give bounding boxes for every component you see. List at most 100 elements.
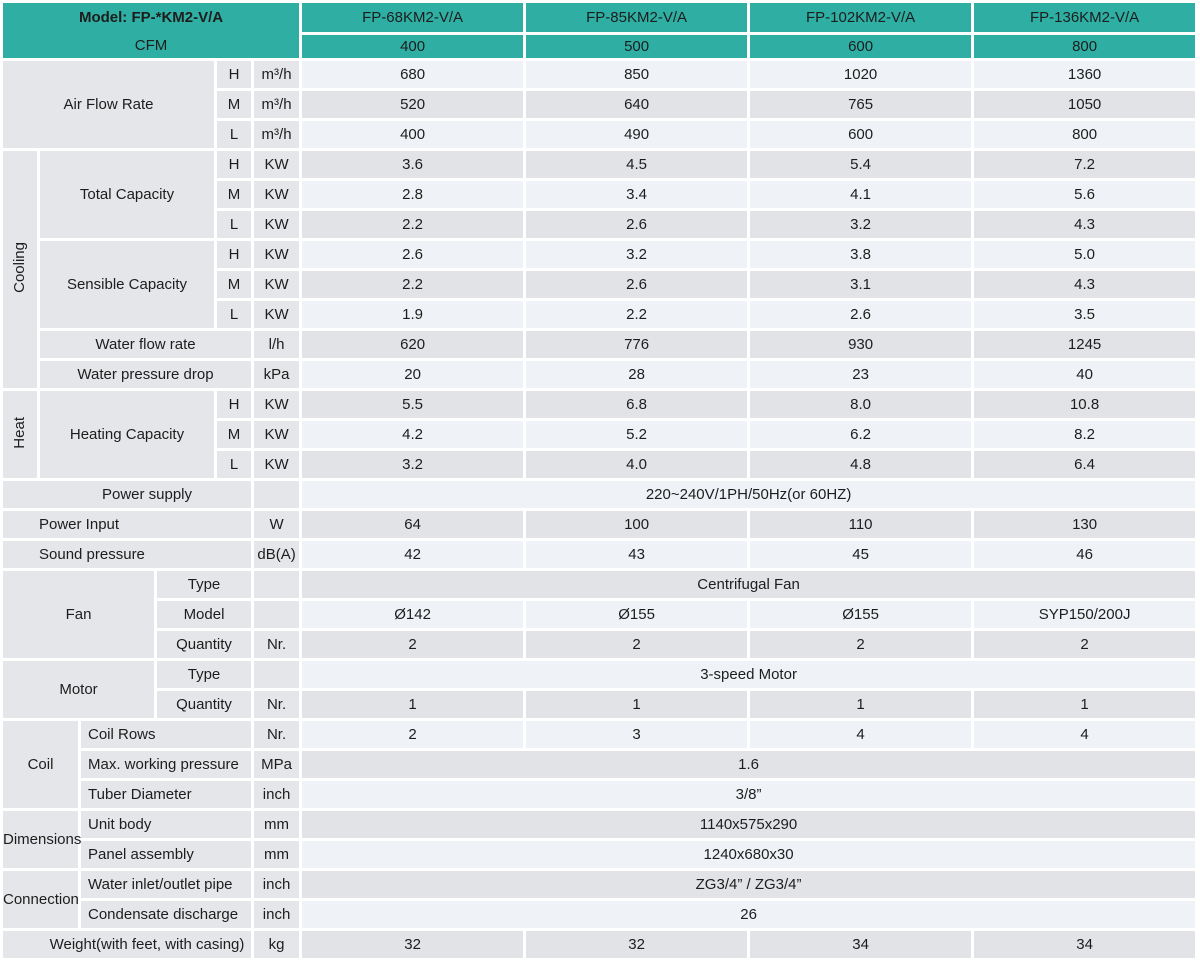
speed-cell: L <box>217 301 251 328</box>
value-cell: ZG3/4” / ZG3/4” <box>302 871 1196 898</box>
value-cell: 2.8 <box>302 181 524 208</box>
group-heat: Heat <box>3 391 37 478</box>
value-cell: 8.2 <box>974 421 1196 448</box>
value-cell: 32 <box>526 931 748 958</box>
speed-cell: L <box>217 121 251 148</box>
cfm-value-cell: 500 <box>526 35 748 58</box>
unit-cell: KW <box>254 301 300 328</box>
value-cell: 520 <box>302 91 524 118</box>
value-cell: 5.0 <box>974 241 1196 268</box>
speed-cell: L <box>217 211 251 238</box>
row-tuber-diameter: Tuber Diameter inch 3/8” <box>3 781 1196 808</box>
unit-cell <box>254 601 300 628</box>
value-cell: 64 <box>302 511 524 538</box>
label-tuber-diameter: Tuber Diameter <box>81 781 251 808</box>
value-cell: 6.4 <box>974 451 1196 478</box>
value-cell: 2 <box>750 631 972 658</box>
value-cell: 765 <box>750 91 972 118</box>
row-heating-h: Heat Heating Capacity H KW 5.5 6.8 8.0 1… <box>3 391 1196 478</box>
cfm-value-cell: 600 <box>750 35 972 58</box>
value-cell: 620 <box>302 331 524 358</box>
value-cell: 1020 <box>750 61 972 88</box>
value-cell: 4.1 <box>750 181 972 208</box>
value-cell: 7.2 <box>974 151 1196 178</box>
unit-cell: KW <box>254 211 300 238</box>
row-airflow-h: Air Flow Rate H m³/h 680 850 1020 1360 <box>3 61 1196 148</box>
header-row-cfm: 400 500 600 800 <box>3 35 1196 58</box>
value-cell: SYP150/200J <box>974 601 1196 628</box>
unit-cell: Nr. <box>254 631 300 658</box>
value-cell: 2.2 <box>526 301 748 328</box>
column-header: FP-136KM2-V/A <box>974 3 1196 32</box>
row-panel-assembly: Panel assembly mm 1240x680x30 <box>3 841 1196 868</box>
value-cell: 4.0 <box>526 451 748 478</box>
label-water-flow-rate: Water flow rate <box>40 331 251 358</box>
speed-cell: M <box>217 181 251 208</box>
value-cell: 28 <box>526 361 748 388</box>
unit-cell: KW <box>254 271 300 298</box>
label-sound-pressure: Sound pressure <box>3 541 251 568</box>
value-cell: 850 <box>526 61 748 88</box>
unit-cell: kg <box>254 931 300 958</box>
value-cell: 5.6 <box>974 181 1196 208</box>
value-cell: 110 <box>750 511 972 538</box>
value-cell: 1360 <box>974 61 1196 88</box>
cfm-label: CFM <box>134 36 168 54</box>
group-coil: Coil <box>3 721 78 808</box>
value-cell: 220~240V/1PH/50Hz(or 60HZ) <box>302 481 1196 508</box>
unit-cell: mm <box>254 841 300 868</box>
label-power-supply: Power supply <box>3 481 251 508</box>
value-cell: 4 <box>974 721 1196 748</box>
row-condensate-discharge: Condensate discharge inch 26 <box>3 901 1196 928</box>
unit-cell: m³/h <box>254 61 300 88</box>
value-cell: 34 <box>750 931 972 958</box>
value-cell: 3.5 <box>974 301 1196 328</box>
value-cell: 776 <box>526 331 748 358</box>
value-cell: 4.3 <box>974 211 1196 238</box>
speed-cell: M <box>217 91 251 118</box>
row-heating-l: L KW 3.2 4.0 4.8 6.4 <box>3 451 1196 478</box>
speed-cell: M <box>217 271 251 298</box>
value-cell: 2 <box>526 631 748 658</box>
unit-cell: inch <box>254 901 300 928</box>
value-cell: 800 <box>974 121 1196 148</box>
label-air-flow-rate: Air Flow Rate <box>3 61 214 148</box>
unit-cell <box>254 571 300 598</box>
label-fan-type: Type <box>157 571 251 598</box>
column-header: FP-85KM2-V/A <box>526 3 748 32</box>
label-panel-assembly: Panel assembly <box>81 841 251 868</box>
value-cell: 1140x575x290 <box>302 811 1196 838</box>
value-cell: 5.4 <box>750 151 972 178</box>
row-power-supply: Power supply 220~240V/1PH/50Hz(or 60HZ) <box>3 481 1196 508</box>
unit-cell: KW <box>254 391 300 418</box>
cooling-group-label: Cooling <box>11 242 29 294</box>
value-cell: 2 <box>974 631 1196 658</box>
unit-cell <box>254 661 300 688</box>
value-cell: 1.9 <box>302 301 524 328</box>
value-cell: 10.8 <box>974 391 1196 418</box>
value-cell: 8.0 <box>750 391 972 418</box>
value-cell: 43 <box>526 541 748 568</box>
value-cell: 32 <box>302 931 524 958</box>
value-cell: 42 <box>302 541 524 568</box>
value-cell: 1 <box>526 691 748 718</box>
value-cell: 1240x680x30 <box>302 841 1196 868</box>
value-cell: 4.2 <box>302 421 524 448</box>
unit-cell: mm <box>254 811 300 838</box>
label-power-input: Power Input <box>3 511 251 538</box>
value-cell: 490 <box>526 121 748 148</box>
value-cell: 4.5 <box>526 151 748 178</box>
label-sensible-capacity: Sensible Capacity <box>40 241 214 328</box>
unit-cell: KW <box>254 181 300 208</box>
unit-cell: KW <box>254 421 300 448</box>
value-cell: 3.4 <box>526 181 748 208</box>
value-cell: 2.6 <box>750 301 972 328</box>
value-cell: 100 <box>526 511 748 538</box>
label-water-pressure-drop: Water pressure drop <box>40 361 251 388</box>
value-cell: 2.6 <box>526 271 748 298</box>
value-cell: 23 <box>750 361 972 388</box>
model-label: Model: FP-*KM2-V/A <box>78 9 224 27</box>
unit-cell: inch <box>254 871 300 898</box>
unit-cell: MPa <box>254 751 300 778</box>
